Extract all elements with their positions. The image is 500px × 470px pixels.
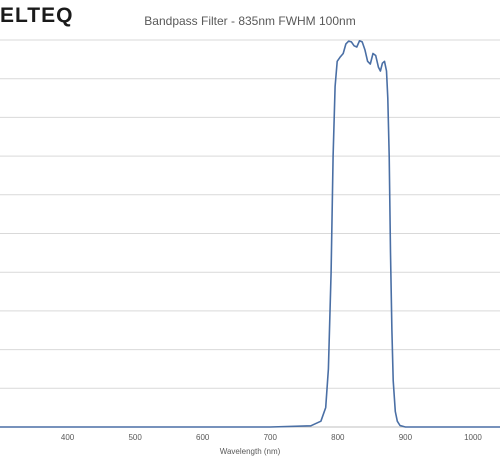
x-tick-label-700: 700: [264, 433, 278, 442]
x-tick-label-900: 900: [399, 433, 413, 442]
transmission-curve: [0, 40, 500, 428]
x-tick-label-400: 400: [61, 433, 75, 442]
x-axis-ticks: 400 500 600 700 800 900 1000: [61, 433, 483, 442]
x-tick-label-1000: 1000: [464, 433, 482, 442]
x-axis-label: Wavelength (nm): [220, 447, 281, 456]
gridlines: [0, 39, 500, 428]
brand-logo: ELTEQ: [0, 4, 74, 27]
chart-title: Bandpass Filter - 835nm FWHM 100nm: [144, 14, 356, 28]
x-tick-label-500: 500: [128, 433, 142, 442]
x-tick-label-600: 600: [196, 433, 210, 442]
x-tick-label-800: 800: [331, 433, 345, 442]
